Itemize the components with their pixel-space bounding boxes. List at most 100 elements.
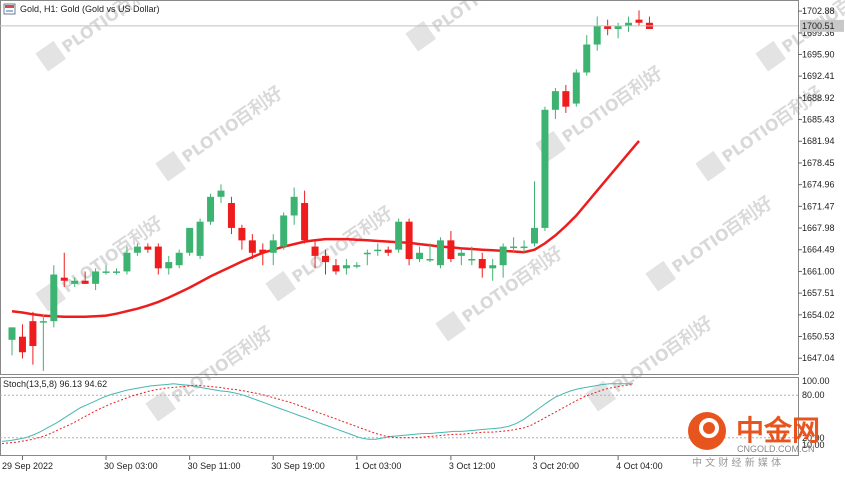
cngold-logo-swirl bbox=[699, 418, 719, 438]
watermark-cjk: 百利好 bbox=[660, 312, 717, 361]
candle bbox=[154, 243, 162, 275]
price-tick-label: 1692.41 bbox=[802, 71, 835, 81]
candle bbox=[531, 181, 538, 247]
price-tick-label: 1695.90 bbox=[802, 49, 835, 59]
price-tick-label: 1685.43 bbox=[802, 115, 835, 125]
candle bbox=[604, 19, 612, 36]
candle bbox=[614, 22, 622, 39]
candle bbox=[102, 265, 110, 275]
candle bbox=[133, 243, 141, 256]
stoch-title: Stoch(13,5,8) 96.13 94.62 bbox=[3, 379, 107, 389]
watermark-cjk: 百利好 bbox=[220, 322, 277, 371]
stoch-line-pct-k bbox=[1, 383, 633, 442]
candle bbox=[384, 246, 392, 256]
watermark-latin: PLOTIO bbox=[608, 343, 672, 396]
candle bbox=[123, 246, 131, 275]
candle bbox=[227, 196, 235, 235]
candle bbox=[196, 218, 204, 259]
price-tick-label: 1661.00 bbox=[802, 266, 835, 276]
candle bbox=[165, 255, 173, 275]
current-price-box bbox=[800, 19, 844, 32]
candle bbox=[374, 243, 382, 256]
stoch-tick-label: 10.00 bbox=[802, 440, 825, 450]
candle bbox=[342, 258, 350, 275]
candle bbox=[113, 268, 120, 275]
price-tick-label: 1647.04 bbox=[802, 353, 835, 363]
candle bbox=[562, 84, 570, 113]
candle bbox=[332, 258, 340, 275]
price-tick-label: 1681.94 bbox=[802, 136, 835, 146]
candle bbox=[625, 16, 633, 33]
price-tick-label: 1671.47 bbox=[802, 201, 835, 211]
logo-cjk: 中金网 bbox=[736, 414, 820, 447]
candle bbox=[457, 249, 465, 266]
candle bbox=[322, 249, 329, 275]
candle bbox=[248, 234, 256, 259]
current-price-label: 1700.51 bbox=[802, 21, 835, 31]
candle bbox=[8, 327, 16, 356]
watermark-latin: PLOTIO bbox=[168, 353, 232, 406]
price-tick-label: 1699.36 bbox=[802, 28, 835, 38]
candle bbox=[311, 240, 319, 269]
price-tick-label: 1674.96 bbox=[802, 180, 835, 190]
candle bbox=[301, 190, 309, 244]
candle bbox=[290, 187, 298, 225]
price-tick-label: 1654.02 bbox=[802, 310, 835, 320]
candle bbox=[635, 10, 643, 26]
candle bbox=[186, 227, 194, 256]
watermark-latin: PLOTIO bbox=[718, 113, 782, 166]
candle bbox=[489, 258, 497, 281]
watermark-cjk: 百利好 bbox=[510, 242, 567, 291]
stoch-pane-frame bbox=[0, 377, 799, 456]
price-tick-label: 1664.49 bbox=[802, 245, 835, 255]
candle bbox=[217, 184, 225, 204]
candle bbox=[405, 218, 413, 266]
time-tick-label: 3 Oct 12:00 bbox=[449, 461, 496, 471]
candle bbox=[92, 268, 100, 291]
candlestick-series bbox=[8, 10, 653, 371]
candle bbox=[593, 16, 601, 51]
candle bbox=[583, 35, 591, 76]
watermark-latin: PLOTIO bbox=[428, 0, 492, 37]
logo-slogan: 中 文 财 经 新 媒 体 bbox=[692, 456, 781, 469]
price-tick-label: 1667.98 bbox=[802, 223, 835, 233]
candle bbox=[280, 212, 288, 250]
time-axis: 29 Sep 2022 30 Sep 03:00 30 Sep 11:00 30 Se… bbox=[2, 456, 663, 471]
watermark-layer: PLOTIO百利好PLOTIO百利好PLOTIO百利好PLOTIO百利好PLOT… bbox=[35, 0, 845, 422]
time-tick-label: 4 Oct 04:00 bbox=[616, 461, 663, 471]
price-tick-label: 1657.51 bbox=[802, 288, 835, 298]
candle bbox=[499, 243, 507, 278]
candle bbox=[478, 252, 486, 278]
candle bbox=[50, 265, 58, 328]
candle bbox=[541, 106, 549, 232]
candle bbox=[363, 249, 371, 266]
candle bbox=[416, 246, 424, 263]
chart-window-icon bbox=[3, 3, 16, 15]
moving-average-layer bbox=[11, 140, 640, 319]
price-axis: 1702.88 1699.36 1695.90 1692.41 1688.92 1685.… bbox=[798, 6, 835, 363]
price-tick-label: 1678.45 bbox=[802, 158, 835, 168]
watermark-latin: PLOTIO bbox=[58, 243, 122, 296]
cngold-logo-icon bbox=[688, 412, 726, 450]
candle bbox=[18, 324, 26, 359]
time-tick-label: 1 Oct 03:00 bbox=[355, 461, 402, 471]
logo-domain: CNGOLD.COM.CN bbox=[737, 444, 815, 454]
candle bbox=[353, 262, 361, 269]
candle bbox=[436, 237, 444, 269]
time-tick-label: 29 Sep 2022 bbox=[2, 461, 53, 471]
candle bbox=[426, 243, 434, 263]
candle bbox=[207, 193, 215, 225]
candle bbox=[447, 231, 455, 263]
candle bbox=[144, 243, 152, 253]
candle bbox=[520, 240, 528, 253]
candle bbox=[175, 249, 183, 269]
time-tick-label: 30 Sep 03:00 bbox=[104, 461, 158, 471]
watermark-latin: PLOTIO bbox=[288, 233, 352, 286]
price-tick-label: 1650.53 bbox=[802, 332, 835, 342]
candle bbox=[269, 234, 277, 266]
candle bbox=[572, 69, 580, 107]
watermark-cjk: 百利好 bbox=[610, 62, 667, 111]
chart-title: Gold, H1: Gold (Gold vs US Dollar) bbox=[20, 4, 160, 14]
